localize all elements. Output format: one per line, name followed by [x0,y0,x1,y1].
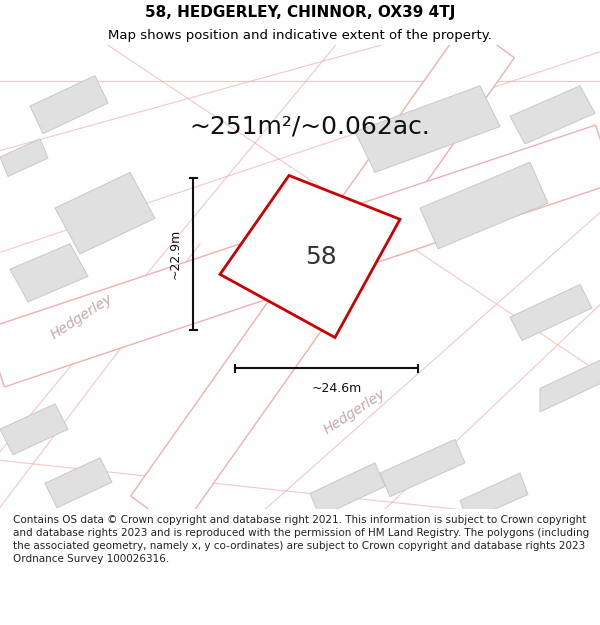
Polygon shape [220,176,400,338]
Text: Hedgerley: Hedgerley [49,292,116,342]
Text: ~251m²/~0.062ac.: ~251m²/~0.062ac. [190,114,430,139]
Polygon shape [0,139,48,176]
Text: 58, HEDGERLEY, CHINNOR, OX39 4TJ: 58, HEDGERLEY, CHINNOR, OX39 4TJ [145,5,455,20]
Polygon shape [131,22,514,532]
Text: 58: 58 [305,245,337,269]
Polygon shape [10,244,88,302]
Text: ~24.6m: ~24.6m [311,382,362,395]
Text: ~22.9m: ~22.9m [169,229,182,279]
Text: Contains OS data © Crown copyright and database right 2021. This information is : Contains OS data © Crown copyright and d… [13,514,589,564]
Polygon shape [355,86,500,172]
Polygon shape [0,404,68,455]
Polygon shape [510,86,595,144]
Polygon shape [310,463,385,517]
Polygon shape [55,173,155,254]
Polygon shape [540,358,600,412]
Polygon shape [510,284,592,341]
Polygon shape [420,162,548,249]
Text: Map shows position and indicative extent of the property.: Map shows position and indicative extent… [108,29,492,42]
Text: Hedgerley: Hedgerley [322,387,389,438]
Polygon shape [30,76,108,134]
Polygon shape [0,125,600,387]
Polygon shape [45,458,112,508]
Polygon shape [380,439,465,496]
Polygon shape [460,473,528,521]
